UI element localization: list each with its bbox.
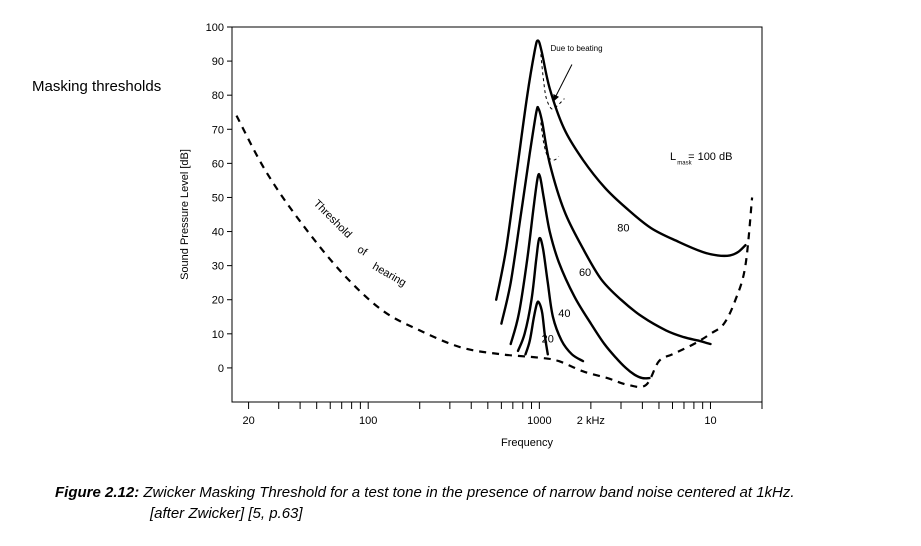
masking-curve-2: [516, 236, 585, 363]
threshold-curve: [235, 115, 754, 389]
chart-annotation: of: [355, 244, 370, 260]
caption-label: Figure 2.12:: [55, 484, 140, 501]
y-tick-label: 80: [212, 90, 224, 102]
x-tick-label: 100: [359, 415, 377, 427]
chart-annotation: 60: [579, 267, 591, 279]
y-tick-label: 20: [212, 295, 224, 307]
y-tick-label: 100: [206, 22, 224, 34]
y-tick-label: 90: [212, 56, 224, 68]
masking-curve-3: [509, 172, 651, 380]
x-tick-label: 10: [704, 415, 716, 427]
arrow-head: [552, 94, 560, 102]
masking-curve-4: [500, 105, 712, 346]
figure-caption: Figure 2.12: Zwicker Masking Threshold f…: [55, 482, 915, 524]
chart-annotation: 20: [542, 333, 554, 345]
masking-curve-5: [495, 39, 747, 301]
caption-text: Zwicker Masking Threshold for a test ton…: [143, 484, 795, 501]
y-tick-label: 70: [212, 124, 224, 136]
chart-annotation: hearing: [370, 261, 408, 290]
y-tick-label: 0: [218, 363, 224, 375]
caption-continuation: [after Zwicker] [5, p.63]: [150, 505, 303, 522]
x-axis-label: Frequency: [501, 437, 553, 449]
x-tick-label: 20: [242, 415, 254, 427]
masking-curve-1: [524, 300, 549, 356]
chart-annotation: 40: [558, 308, 570, 320]
y-tick-label: 10: [212, 329, 224, 341]
plot-frame: [231, 26, 763, 403]
y-tick-label: 40: [212, 227, 224, 239]
side-title: Masking thresholds: [32, 78, 162, 95]
chart-annotation: L: [670, 151, 676, 163]
y-tick-label: 50: [212, 192, 224, 204]
x-tick-label: 2 kHz: [577, 415, 605, 427]
beating-curve: [540, 122, 560, 161]
chart-annotation: Threshold: [311, 198, 354, 241]
chart-annotation: Due to beating: [551, 44, 603, 53]
chart-annotation: mask: [677, 160, 692, 166]
x-tick-label: 1000: [527, 415, 551, 427]
beating-curve: [540, 54, 565, 110]
y-axis-label: Sound Pressure Level [dB]: [179, 149, 191, 280]
y-tick-label: 60: [212, 158, 224, 170]
chart-annotation: 80: [617, 223, 629, 235]
y-tick-label: 30: [212, 261, 224, 273]
chart-annotation: = 100 dB: [688, 151, 732, 163]
